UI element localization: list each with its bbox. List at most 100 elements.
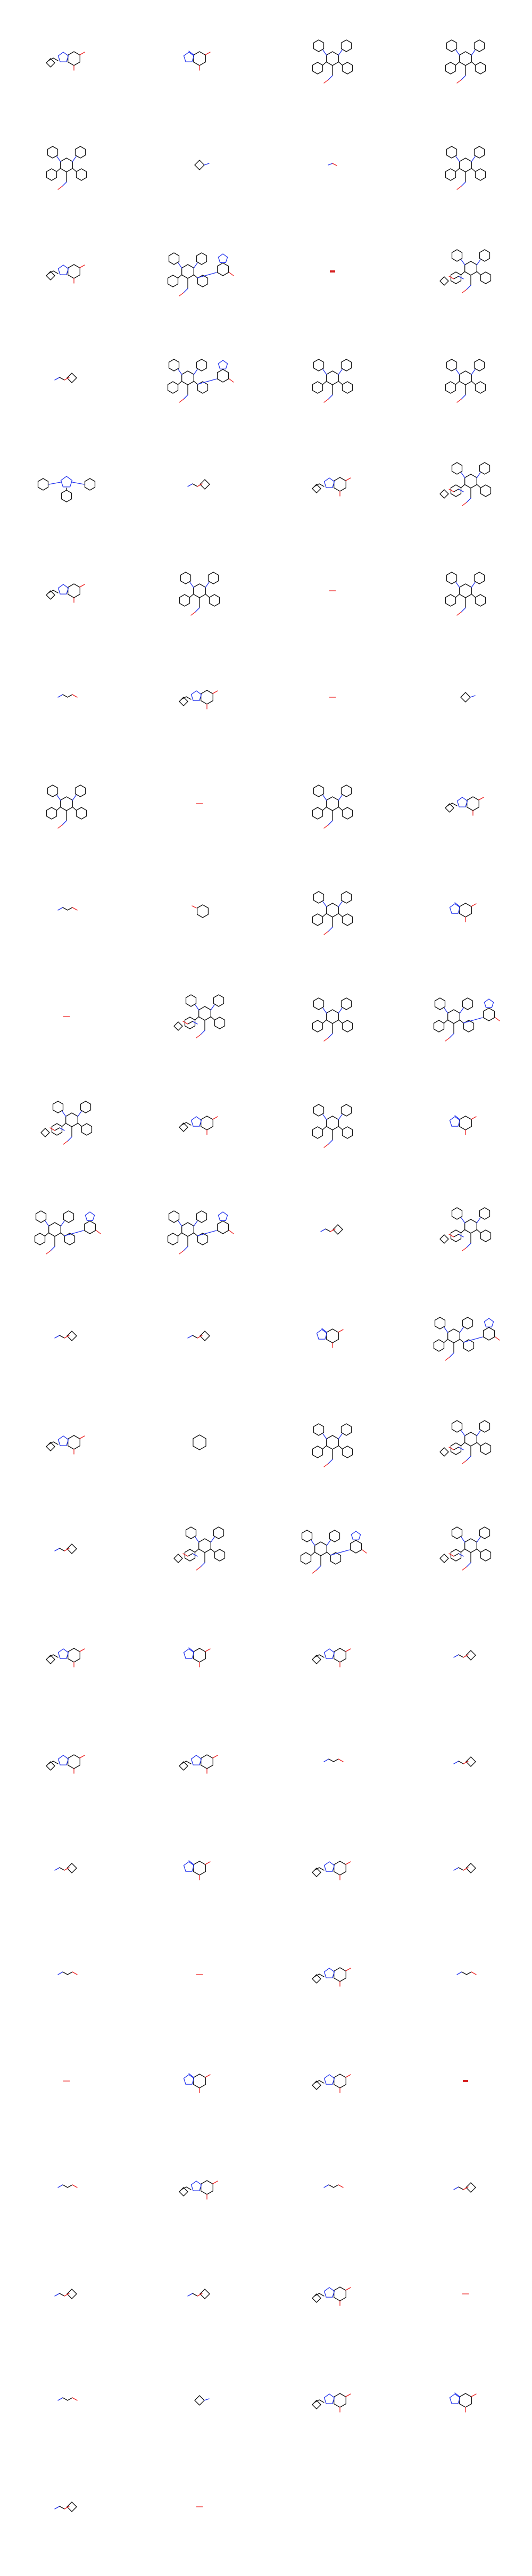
molecule-structure [54, 1543, 77, 1554]
molecule-chain [57, 694, 78, 698]
molecule-structure [312, 477, 351, 497]
molecule-cell [399, 2022, 532, 2150]
molecule-tetraphenyl-purine [433, 997, 500, 1042]
molecule-tetraphenyl [312, 359, 353, 403]
molecule-tetraphenyl-ring [173, 994, 226, 1038]
molecule-structure [445, 146, 486, 190]
molecule-triphenyl [37, 476, 96, 502]
molecule-tetraphenyl [312, 1423, 353, 1467]
molecule-structure [439, 249, 492, 293]
molecule-structure [173, 1526, 226, 1571]
molecule-structure [187, 2289, 210, 2299]
molecule-cell [133, 213, 266, 341]
molecule-cell [399, 319, 532, 447]
molecule-cell [133, 319, 266, 447]
molecule-dot [330, 270, 335, 273]
molecule-structure [462, 2293, 469, 2294]
molecule-cell [133, 1490, 266, 1618]
molecule-structure [46, 1648, 85, 1667]
molecule-tetraphenyl [312, 39, 353, 84]
molecule-structure [312, 2393, 351, 2413]
molecule-structure [449, 1115, 477, 1135]
molecule-cell [0, 106, 133, 234]
molecule-tetraphenyl-purine [167, 252, 234, 296]
molecule-cell [0, 426, 133, 554]
molecule-structure [323, 2184, 344, 2188]
molecule-structure [46, 785, 87, 829]
molecule-cyclobutane-chain [54, 1543, 77, 1554]
molecule-structure [183, 1647, 211, 1667]
molecule-cell [0, 2448, 133, 2576]
molecule-cell [133, 639, 266, 766]
molecule-structure [329, 590, 336, 591]
molecule-cell [0, 532, 133, 660]
molecule-cell [266, 2022, 399, 2150]
molecule-cell [399, 1490, 532, 1618]
molecule-structure [183, 1860, 211, 1880]
molecule-structure [167, 252, 234, 296]
molecule-cell [266, 213, 399, 341]
molecule-cell [399, 2129, 532, 2257]
molecule-structure [449, 902, 477, 922]
molecule-structure [46, 1435, 85, 1455]
molecule-structure [445, 796, 484, 816]
molecule-ring-purine [312, 2286, 351, 2306]
molecule-cyclobutane-chain [54, 1863, 77, 1873]
molecule-tetraphenyl [46, 785, 87, 829]
molecule-cell [266, 1916, 399, 2044]
molecule-structure [456, 1971, 477, 1975]
molecule-ring-purine [312, 1967, 351, 1987]
molecule-purine [183, 2073, 211, 2093]
molecule-cyclobutane-chain [54, 1331, 77, 1341]
molecule-cell [0, 1703, 133, 1831]
molecule-cell [133, 745, 266, 873]
molecule-tetraphenyl [179, 572, 220, 616]
molecule-structure [453, 1863, 476, 1873]
molecule-ring-purine [179, 2180, 218, 2200]
molecule-structure [57, 2184, 78, 2188]
molecule-structure [312, 1104, 353, 1148]
molecule-cell [399, 1277, 532, 1405]
molecule-ring-purine [312, 2393, 351, 2413]
molecule-structure [330, 270, 335, 273]
molecule-tetraphenyl-ring [40, 1101, 93, 1145]
molecule-structure [329, 697, 336, 698]
molecule-tetraphenyl [312, 1104, 353, 1148]
molecule-cell [399, 1064, 532, 1192]
molecule-structure [433, 997, 500, 1042]
molecule-cell [266, 0, 399, 128]
molecule-dot [463, 2080, 468, 2082]
molecule-cell [399, 1703, 532, 1831]
molecule-cell [0, 213, 133, 341]
molecule-cyclobutane-chain [187, 2289, 210, 2299]
molecule-cell [399, 1384, 532, 1512]
molecule-cell [399, 426, 532, 554]
molecule-structure [312, 997, 353, 1042]
molecule-structure [46, 51, 85, 71]
molecule-tetraphenyl [312, 997, 353, 1042]
molecule-structure [312, 1967, 351, 1987]
molecule-structure [312, 785, 353, 829]
molecule-tetraphenyl [445, 359, 486, 403]
molecule-structure [46, 264, 85, 284]
molecule-structure [312, 1423, 353, 1467]
molecule-purine [183, 1860, 211, 1880]
molecule-structure [328, 163, 337, 166]
molecule-ring-purine [46, 1648, 85, 1667]
molecule-structure [196, 1974, 203, 1975]
molecule-cyclobutane-chain [54, 373, 77, 383]
molecule-structure [323, 1758, 344, 1762]
molecule-cell [0, 1490, 133, 1618]
molecule-cell [133, 1171, 266, 1299]
molecule-cell [0, 1384, 133, 1512]
molecule-chain [323, 2184, 344, 2188]
molecule-tetraphenyl-purine [34, 1210, 101, 1254]
molecule-structure [57, 907, 78, 911]
molecule-tetraphenyl-ring [439, 1420, 492, 1464]
molecule-cell [0, 1171, 133, 1299]
molecule-cyclobutane-chain [320, 1224, 343, 1235]
molecule-cell [266, 1597, 399, 1724]
molecule-cyclobutane-chain [54, 2501, 77, 2512]
molecule-ring-purine [312, 1861, 351, 1880]
